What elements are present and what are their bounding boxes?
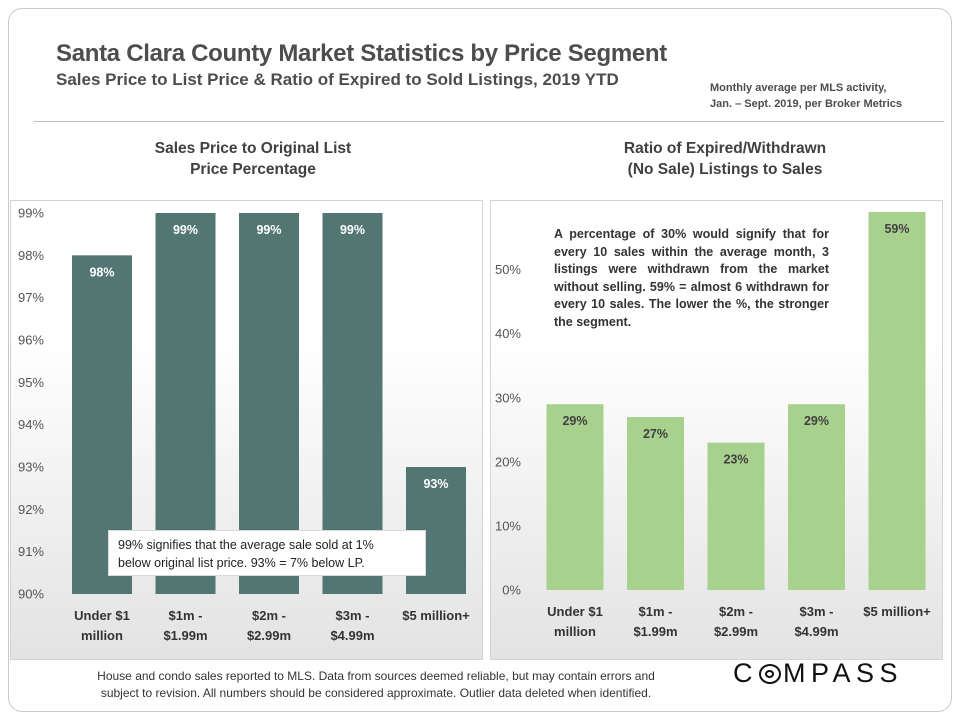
- right-data-label: 59%: [884, 222, 909, 236]
- right-bar-0: [546, 404, 604, 590]
- page-title: Santa Clara County Market Statistics by …: [56, 40, 667, 67]
- header-divider: [34, 121, 944, 122]
- right-chart-title-line2: (No Sale) Listings to Sales: [627, 161, 823, 178]
- right-ytick-label: 40%: [495, 326, 521, 341]
- footer-line2: subject to revision. All numbers should …: [100, 686, 652, 700]
- right-chart-title: Ratio of Expired/Withdrawn (No Sale) Lis…: [575, 138, 875, 180]
- left-category-label: $4.99m: [330, 628, 374, 643]
- logo-o-mark: O: [759, 664, 781, 684]
- left-ytick-label: 94%: [18, 417, 44, 432]
- right-ytick-label: 30%: [495, 390, 521, 405]
- right-data-label: 29%: [562, 414, 587, 428]
- right-data-label: 27%: [643, 427, 668, 441]
- left-data-label: 99%: [256, 223, 281, 237]
- right-ytick-label: 10%: [495, 518, 521, 533]
- left-chart-title-line2: Price Percentage: [190, 161, 316, 178]
- compass-logo: COMPASS: [733, 658, 903, 689]
- left-category-label: $2.99m: [247, 628, 291, 643]
- right-data-label: 23%: [723, 453, 748, 467]
- source-note-line2: Jan. – Sept. 2019, per Broker Metrics: [710, 98, 902, 110]
- right-bar-1: [627, 417, 684, 590]
- left-category-label: Under $1: [74, 608, 130, 623]
- right-bar-3: [788, 404, 845, 590]
- logo-text-start: C: [733, 658, 758, 688]
- left-category-label: $1.99m: [163, 628, 207, 643]
- left-chart-title-line1: Sales Price to Original List: [154, 140, 352, 157]
- left-ytick-label: 97%: [18, 290, 44, 305]
- right-data-label: 29%: [804, 414, 829, 428]
- right-ytick-label: 0%: [502, 583, 521, 598]
- left-annotation-line1: 99% signifies that the average sale sold…: [118, 538, 374, 552]
- left-chart-annotation: 99% signifies that the average sale sold…: [108, 530, 426, 576]
- source-note-line1: Monthly average per MLS activity,: [710, 82, 887, 94]
- right-ytick-label: 50%: [495, 262, 521, 277]
- right-category-label: $4.99m: [794, 624, 838, 639]
- right-category-label: $5 million+: [863, 604, 931, 619]
- page-subtitle: Sales Price to List Price & Ratio of Exp…: [56, 70, 619, 89]
- right-ytick-label: 20%: [495, 454, 521, 469]
- left-data-label: 98%: [89, 265, 114, 279]
- right-category-label: $1m -: [639, 604, 673, 619]
- left-data-label: 99%: [173, 223, 198, 237]
- left-ytick-label: 91%: [18, 544, 44, 559]
- left-category-label: million: [81, 628, 123, 643]
- left-chart-title: Sales Price to Original List Price Perce…: [103, 138, 403, 180]
- left-annotation-line2: below original list price. 93% = 7% belo…: [118, 556, 365, 570]
- right-category-label: $2m -: [719, 604, 753, 619]
- right-bar-2: [707, 442, 765, 590]
- left-ytick-label: 98%: [18, 248, 44, 263]
- left-ytick-label: 93%: [18, 460, 44, 475]
- left-ytick-label: 90%: [18, 587, 44, 602]
- footer-line1: House and condo sales reported to MLS. D…: [97, 669, 655, 683]
- left-ytick-label: 95%: [18, 375, 44, 390]
- left-category-label: $5 million+: [402, 608, 470, 623]
- left-ytick-label: 96%: [18, 333, 44, 348]
- left-category-label: $1m -: [169, 608, 203, 623]
- right-chart-annotation: A percentage of 30% would signify that f…: [554, 227, 829, 329]
- right-chart-title-line1: Ratio of Expired/Withdrawn: [623, 140, 827, 157]
- left-ytick-label: 92%: [18, 502, 44, 517]
- right-category-label: $3m -: [800, 604, 834, 619]
- right-category-label: million: [554, 624, 596, 639]
- left-ytick-label: 99%: [18, 206, 44, 221]
- footer-disclaimer: House and condo sales reported to MLS. D…: [56, 668, 696, 702]
- left-category-label: $2m -: [252, 608, 286, 623]
- right-category-label: $1.99m: [633, 624, 677, 639]
- logo-text-end: MPASS: [783, 658, 904, 688]
- left-data-label: 99%: [340, 223, 365, 237]
- left-category-label: $3m -: [336, 608, 370, 623]
- left-data-label: 93%: [423, 477, 448, 491]
- right-category-label: Under $1: [547, 604, 603, 619]
- source-note: Monthly average per MLS activity, Jan. –…: [710, 80, 902, 112]
- right-bar-4: [868, 212, 926, 590]
- right-category-label: $2.99m: [714, 624, 758, 639]
